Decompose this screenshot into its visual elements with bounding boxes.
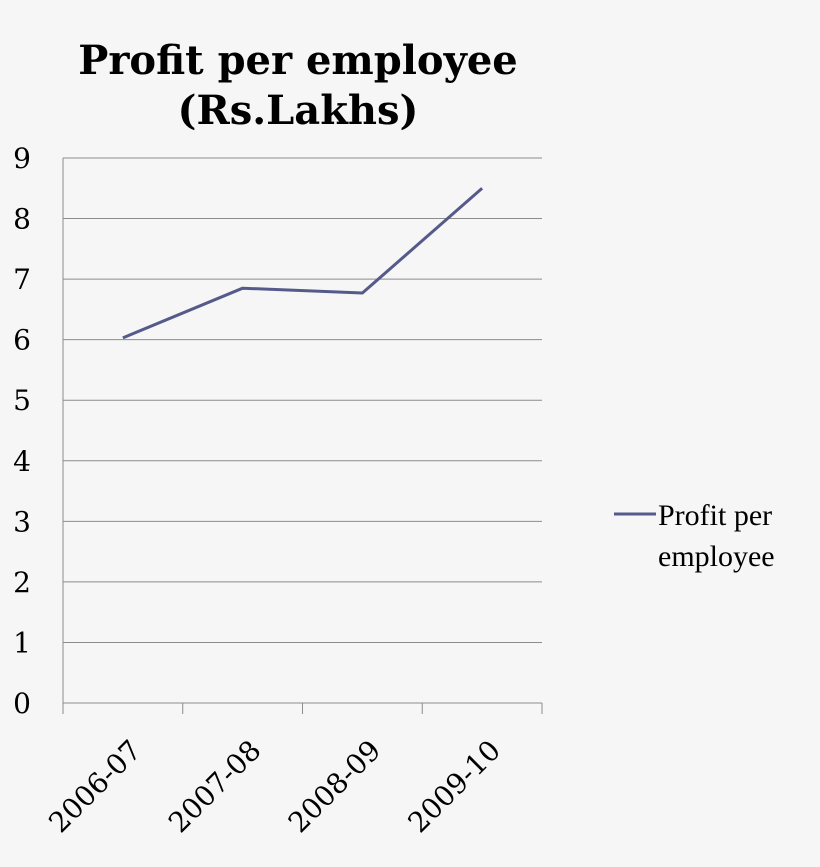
y-tick-label-9: 9 — [13, 142, 31, 175]
y-tick-label-1: 1 — [13, 626, 31, 659]
x-tick-label-2006-07: 2006-07 — [42, 734, 148, 840]
chart-title-line-1: Profit per employee — [78, 37, 518, 84]
legend: Profit per employee — [614, 499, 775, 573]
y-tick-labels: 0 1 2 3 4 5 6 7 8 9 — [13, 142, 31, 720]
series-line-0 — [122, 187, 484, 340]
series-lines — [122, 187, 484, 340]
x-tick-label-2009-10: 2009-10 — [401, 734, 507, 840]
y-tick-label-3: 3 — [13, 505, 31, 538]
x-tick-label-2008-09: 2008-09 — [282, 734, 388, 840]
y-tick-label-4: 4 — [13, 445, 31, 478]
legend-label-line-2: employee — [658, 540, 775, 573]
axes — [62, 158, 543, 714]
y-tick-label-0: 0 — [13, 687, 31, 720]
y-tick-label-5: 5 — [13, 384, 31, 417]
x-tick-label-2007-08: 2007-08 — [162, 734, 268, 840]
gridlines — [63, 157, 542, 643]
chart-title: Profit per employee (Rs.Lakhs) — [78, 37, 518, 134]
chart-title-line-2: (Rs.Lakhs) — [178, 87, 419, 134]
y-tick-label-6: 6 — [13, 324, 31, 357]
y-tick-label-2: 2 — [13, 566, 31, 599]
y-tick-label-7: 7 — [13, 263, 31, 296]
legend-label-line-1: Profit per — [658, 499, 772, 532]
y-tick-label-8: 8 — [13, 203, 31, 236]
x-tick-labels: 2006-07 2007-08 2008-09 2009-10 — [42, 734, 507, 840]
